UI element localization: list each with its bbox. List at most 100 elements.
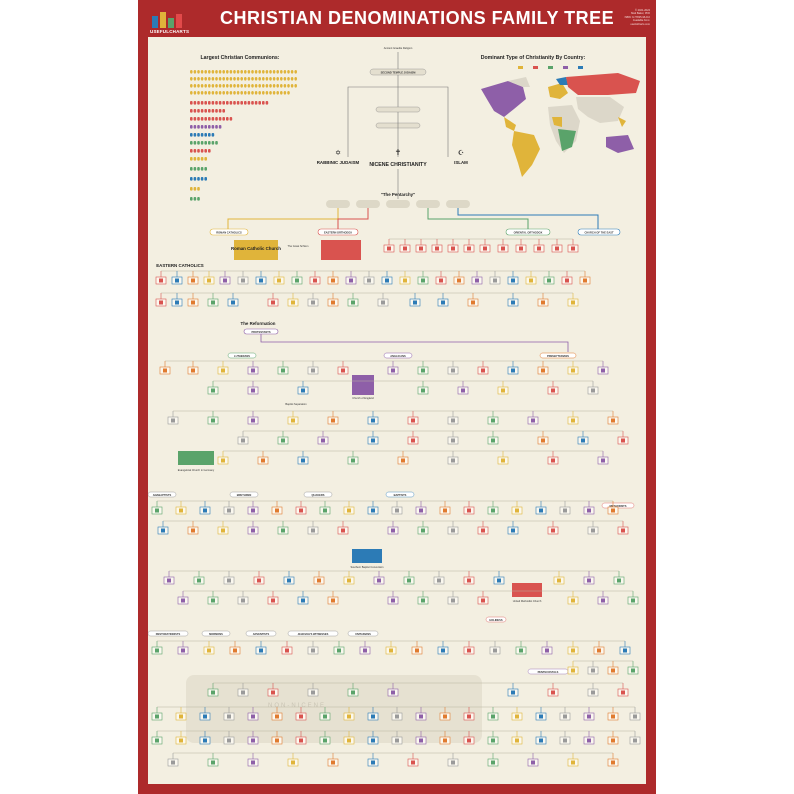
- pictogram-figure: [222, 91, 225, 95]
- pictogram-figure: [204, 101, 207, 105]
- denomination-emblem-icon: [529, 278, 533, 283]
- denomination-emblem-icon: [437, 578, 441, 583]
- pictogram-figure: [200, 91, 204, 95]
- pictogram-figure: [251, 84, 254, 88]
- denomination-emblem-icon: [511, 528, 515, 533]
- denomination-emblem-icon: [377, 578, 381, 583]
- denomination-emblem-icon: [583, 278, 587, 283]
- church-of-england-label: Church of England: [352, 396, 374, 400]
- denomination-emblem-icon: [371, 738, 375, 743]
- denomination-emblem-icon: [347, 714, 351, 719]
- denomination-emblem-icon: [451, 246, 455, 251]
- denomination-emblem-icon: [291, 418, 295, 423]
- pictogram-figure: [240, 84, 243, 88]
- pictogram-figure: [240, 101, 243, 105]
- denomination-emblem-icon: [557, 578, 561, 583]
- denomination-emblem-icon: [351, 690, 355, 695]
- denomination-emblem-icon: [481, 598, 485, 603]
- pictogram-figure: [204, 149, 207, 153]
- denomination-emblem-icon: [411, 760, 415, 765]
- pictogram-figure: [280, 77, 283, 81]
- denomination-emblem-icon: [451, 598, 455, 603]
- denomination-emblem-icon: [571, 648, 575, 653]
- denomination-emblem-icon: [547, 278, 551, 283]
- denomination-emblem-icon: [203, 714, 207, 719]
- pictogram-figure: [290, 70, 294, 74]
- denomination-emblem-icon: [483, 246, 487, 251]
- pictogram-figure: [294, 70, 297, 74]
- denomination-emblem-icon: [179, 508, 183, 513]
- pictogram-figure: [204, 70, 207, 74]
- denomination-emblem-icon: [171, 418, 175, 423]
- pictogram-figure: [283, 91, 287, 95]
- protestants-branch: PROTESTANTS: [251, 330, 270, 334]
- denomination-emblem-icon: [181, 598, 185, 603]
- denomination-emblem-icon: [291, 760, 295, 765]
- copyright-line: usefulcharts.com: [630, 22, 650, 26]
- pictogram-figure: [229, 101, 233, 105]
- denomination-emblem-icon: [191, 368, 195, 373]
- pictogram-figure: [280, 91, 283, 95]
- denomination-emblem-icon: [551, 528, 555, 533]
- denomination-emblem-icon: [419, 738, 423, 743]
- denomination-emblem-icon: [275, 508, 279, 513]
- pictogram-figure: [265, 77, 269, 81]
- second-tier-branches: ANABAPTISTS BRETHREN QUAKERS BAPTISTS ME…: [148, 491, 635, 509]
- pictogram-figure: [236, 70, 240, 74]
- denomination-emblem-icon: [295, 278, 299, 283]
- pictogram-figure: [229, 91, 233, 95]
- second-temple-node: SECOND TEMPLE JUDAISM: [381, 71, 416, 75]
- pictogram-figure: [262, 84, 265, 88]
- pictogram-figure: [254, 91, 258, 95]
- lutherans-branch: LUTHERANS: [234, 354, 250, 358]
- denomination-emblem-icon: [155, 648, 159, 653]
- pictogram-figure: [218, 77, 222, 81]
- pictogram-figure: [226, 70, 229, 74]
- denomination-emblem-icon: [491, 418, 495, 423]
- denomination-emblem-icon: [241, 278, 245, 283]
- communions-pictogram: [190, 70, 297, 201]
- denomination-emblem-icon: [251, 388, 255, 393]
- denomination-emblem-icon: [251, 508, 255, 513]
- pictogram-figure: [215, 125, 218, 129]
- denomination-emblem-icon: [411, 438, 415, 443]
- pictogram-figure: [215, 91, 218, 95]
- denomination-emblem-icon: [211, 388, 215, 393]
- pictogram-figure: [208, 125, 211, 129]
- denomination-emblem-icon: [611, 668, 615, 673]
- denomination-emblem-icon: [211, 760, 215, 765]
- pictogram-figure: [283, 84, 287, 88]
- denomination-emblem-icon: [261, 458, 265, 463]
- denomination-emblem-icon: [203, 508, 207, 513]
- denomination-emblem-icon: [251, 760, 255, 765]
- map-central-america: [504, 117, 516, 131]
- pentarchy-node: "The Pentarchy": [381, 192, 415, 197]
- denomination-emblem-icon: [413, 300, 417, 305]
- pictogram-figure: [251, 70, 254, 74]
- united-methodist-box: [512, 583, 542, 597]
- denomination-emblem-icon: [541, 438, 545, 443]
- pictogram-figure: [269, 70, 272, 74]
- pictogram-figure: [233, 84, 236, 88]
- denomination-emblem-icon: [491, 508, 495, 513]
- pictogram-figure: [204, 133, 207, 137]
- denomination-emblem-icon: [531, 418, 535, 423]
- pictogram-figure: [294, 77, 297, 81]
- denomination-emblem-icon: [403, 278, 407, 283]
- denomination-emblem-icon: [451, 418, 455, 423]
- pictogram-figure: [226, 101, 229, 105]
- copyright-line: Available from:: [632, 19, 650, 23]
- church-of-east-branch: CHURCH OF THE EAST: [584, 231, 614, 235]
- denomination-emblem-icon: [299, 738, 303, 743]
- pictogram-figure: [236, 84, 240, 88]
- denomination-emblem-icon: [387, 246, 391, 251]
- pictogram-figure: [229, 117, 233, 121]
- denomination-emblem-icon: [493, 648, 497, 653]
- evangelical-church-label: Evangelical Church in Germany: [178, 468, 215, 472]
- denomination-emblem-icon: [467, 508, 471, 513]
- denomination-emblem-icon: [591, 388, 595, 393]
- family-tree-diagram: Largest Christian Communions: Dominant T…: [148, 46, 641, 767]
- restorationists-branch: RESTORATIONISTS: [156, 632, 181, 636]
- denomination-emblem-icon: [443, 508, 447, 513]
- denomination-emblem-icon: [349, 278, 353, 283]
